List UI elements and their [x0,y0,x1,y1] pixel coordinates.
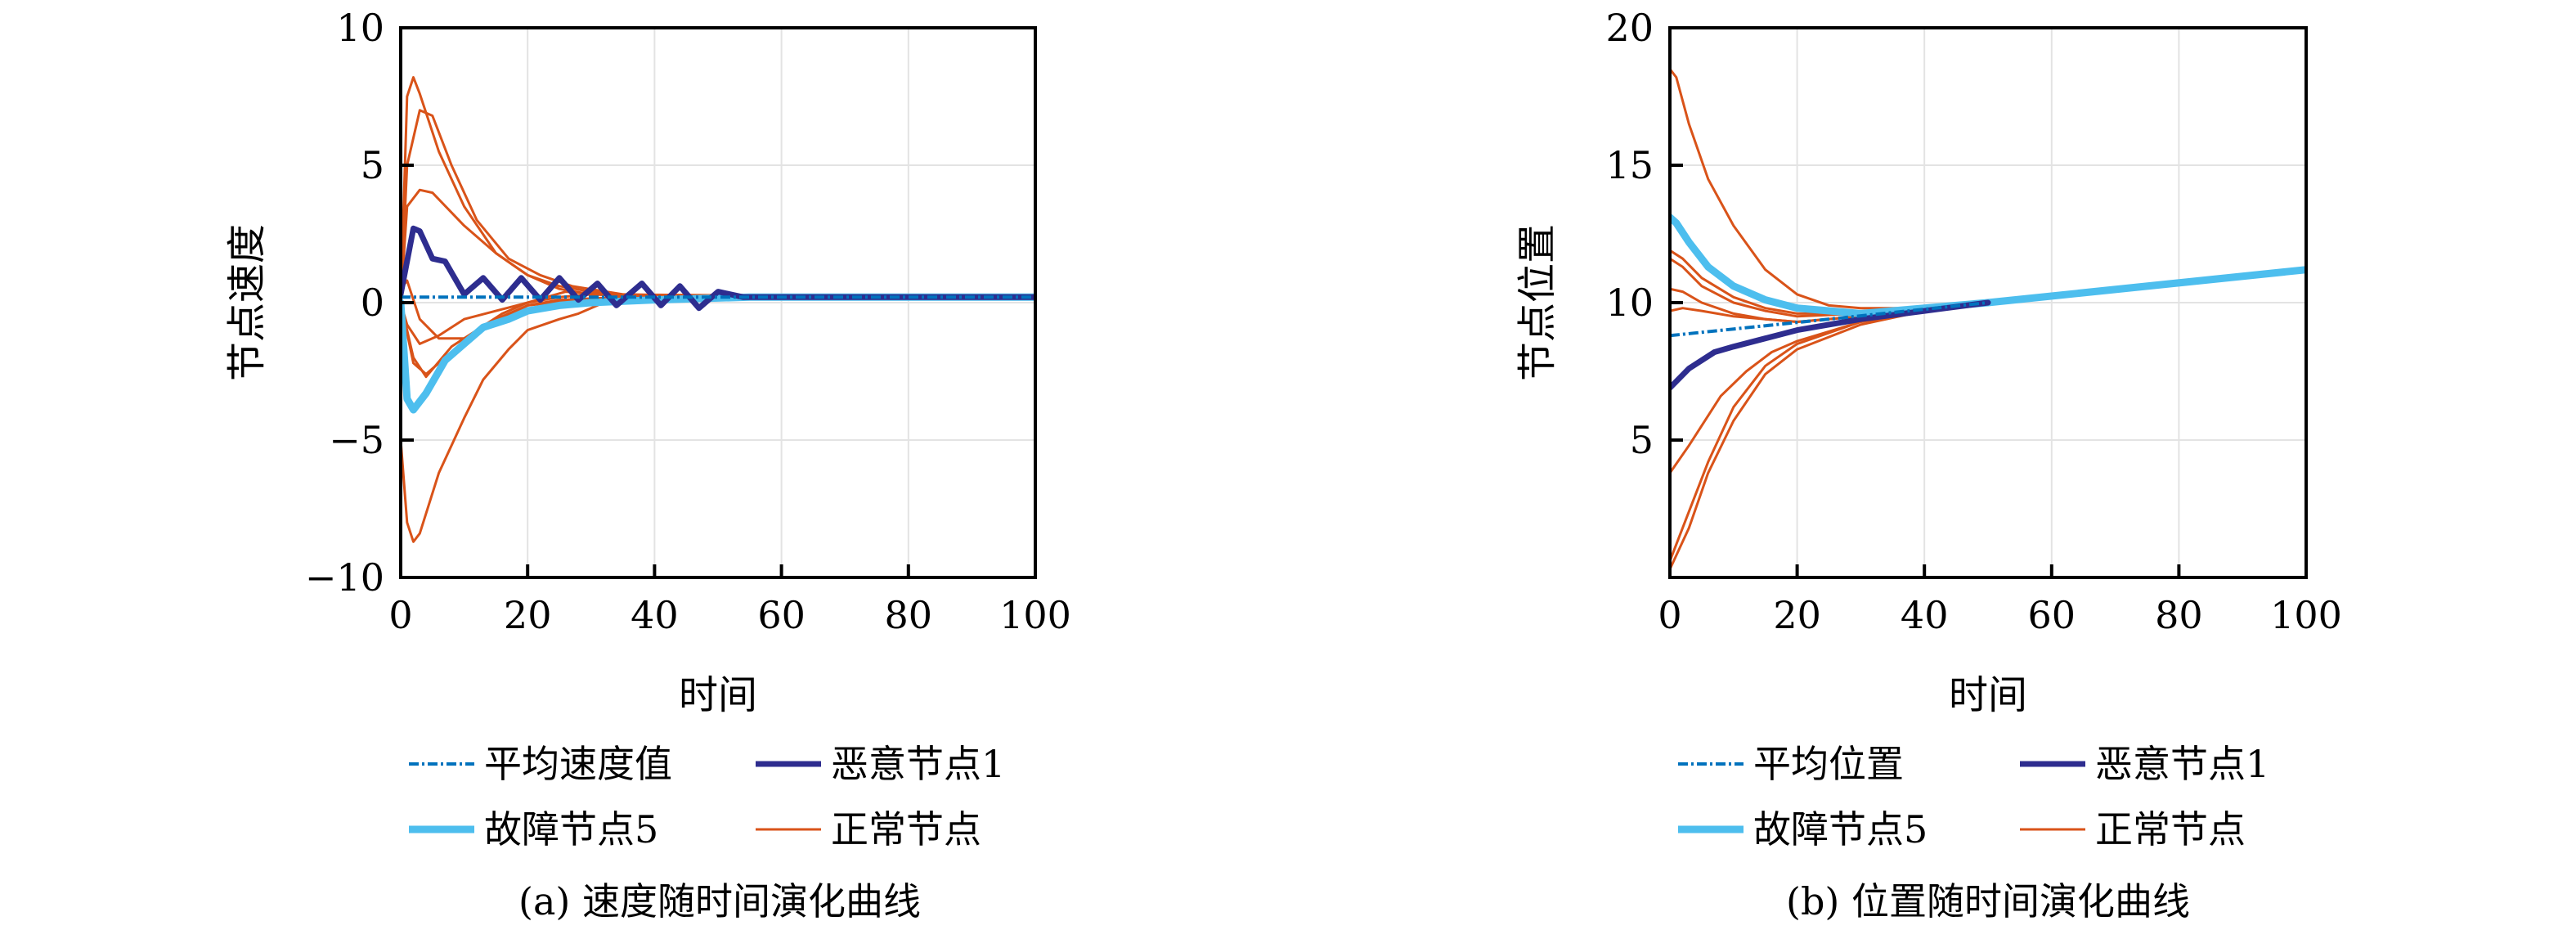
x-axis-label: 时间 [1949,672,2027,718]
series-line-normal [401,188,1035,304]
series-line-average [1670,301,1989,338]
x-tick-label: 60 [757,593,806,637]
x-tick-label: 80 [885,593,933,637]
legend-label: 恶意节点1 [831,742,1005,786]
series-line-normal [1670,67,2306,310]
y-axis-label: 节点速度 [224,224,270,381]
legend-label: 平均位置 [1753,742,1904,786]
series-line-normal [401,109,1035,304]
series-line-normal [401,76,1035,304]
y-tick-label: 5 [361,143,384,187]
x-tick-label: 0 [388,593,412,637]
position-chart: 节点位置 时间 (b) 位置随时间演化曲线 0 20 40 60 80 100 5 10 15 2… [1515,6,2342,923]
series-line-faulty [1670,213,2306,317]
caption: (a) 速度随时间演化曲线 [518,879,921,923]
legend-label: 故障节点5 [1753,807,1928,851]
y-tick-label: 0 [361,281,384,325]
series-line-normal [401,290,1035,345]
x-tick-label: 80 [2155,593,2203,637]
y-tick-label: 15 [1605,143,1654,187]
x-tick-label: 60 [2028,593,2076,637]
y-tick-label: −10 [305,555,384,600]
x-tick-label: 40 [631,593,679,637]
series-line-normal [1670,268,2306,571]
x-axis-label: 时间 [679,672,757,718]
x-tick-label: 0 [1658,593,1681,637]
x-tick-label: 20 [1773,593,1821,637]
series-line-normal [1670,268,2306,563]
x-tick-label: 100 [2270,593,2342,637]
legend-label: 正常节点 [2095,807,2246,851]
y-axis-label: 节点位置 [1515,224,1560,381]
y-tick-label: 10 [336,6,384,50]
x-tick-label: 20 [504,593,552,637]
legend-label: 恶意节点1 [2095,742,2269,786]
legend-label: 正常节点 [831,807,981,851]
series-line-malicious [401,225,1035,312]
y-tick-label: −5 [329,418,384,462]
x-tick-label: 100 [999,593,1071,637]
velocity-chart: 节点速度 时间 (a) 速度随时间演化曲线 0 20 40 60 80 100 −10 −5 0… [224,6,1071,923]
series-line-normal [401,295,1035,543]
x-tick-label: 40 [1901,593,1949,637]
series-line-faulty [401,293,1035,414]
y-tick-label: 20 [1605,6,1654,50]
caption: (b) 位置随时间演化曲线 [1786,879,2190,923]
legend-label: 故障节点5 [484,807,658,851]
series-line-malicious [1670,299,1991,391]
y-tick-label: 5 [1630,418,1654,462]
y-tick-label: 10 [1605,281,1654,325]
legend-label: 平均速度值 [484,742,672,786]
